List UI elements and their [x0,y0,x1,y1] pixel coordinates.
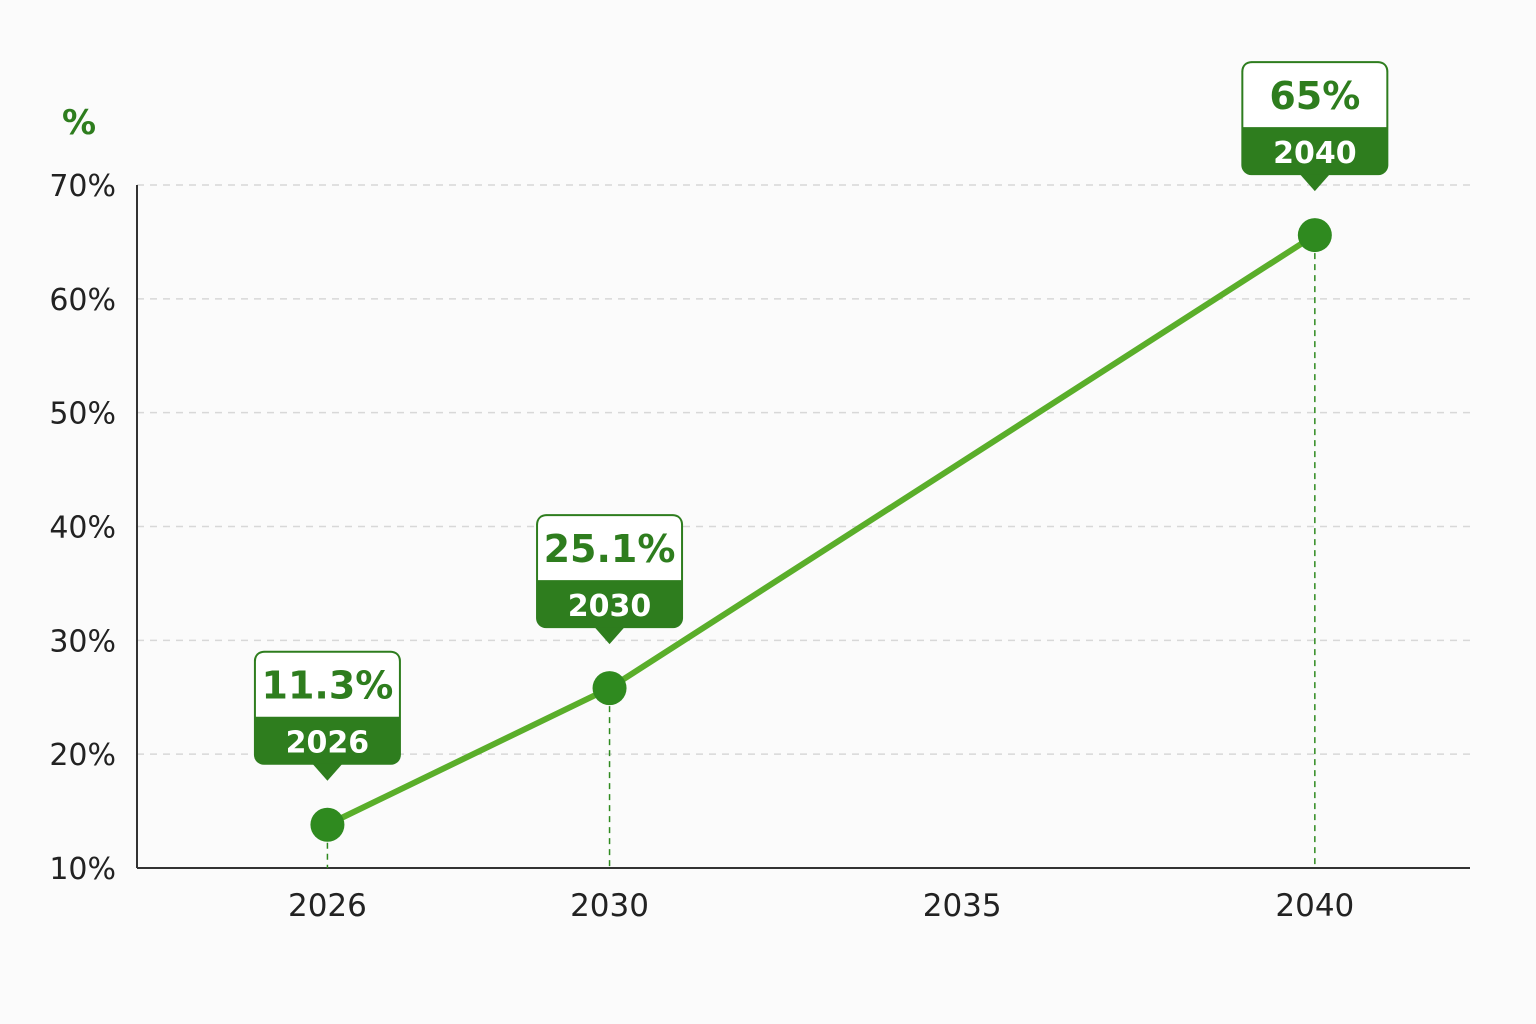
callout-pointer [594,627,625,645]
y-tick-labels: 10% 20% 30% 40% 50% 60% 70% [49,169,116,887]
callout-value-panel [255,652,399,717]
y-tick-label: 40% [49,511,116,546]
data-point [592,671,627,706]
callout-year-label: 2026 [286,726,370,761]
y-tick-label: 20% [49,738,116,773]
data-points [310,218,1332,842]
data-point [310,807,345,842]
x-tick-label: 2026 [288,888,367,924]
drop-lines [326,253,1316,868]
y-axis-unit-label: % [62,103,96,143]
data-callout: 11.3% 2026 [253,650,401,781]
data-callouts: 11.3% 2026 25.1% 2030 65% 2040 [253,61,1389,781]
x-tick-label: 2040 [1275,888,1354,924]
x-tick-label: 2035 [923,888,1002,924]
callout-value-label: 65% [1269,74,1360,118]
data-callout: 65% 2040 [1241,61,1389,192]
callout-pointer [312,763,343,781]
x-tick-label: 2030 [570,888,649,924]
y-tick-label: 10% [49,852,116,887]
grid-lines [137,184,1470,755]
series-polyline [324,232,1318,828]
y-tick-label: 50% [49,397,116,432]
axes [136,185,1470,869]
callout-value-panel [538,516,682,581]
y-tick-label: 30% [49,624,116,659]
callout-value-label: 11.3% [262,664,394,708]
callout-pointer [1299,174,1330,192]
x-tick-labels: 2026 2030 2035 2040 [288,888,1354,924]
y-tick-label: 60% [49,283,116,318]
callout-value-panel [1243,63,1387,128]
data-callout: 25.1% 2030 [536,514,684,645]
data-point [1297,218,1332,253]
series-line [324,232,1318,828]
callout-value-label: 25.1% [544,527,676,571]
callout-year-label: 2040 [1273,136,1357,171]
y-tick-label: 70% [49,169,116,204]
callout-year-label: 2030 [568,589,652,624]
